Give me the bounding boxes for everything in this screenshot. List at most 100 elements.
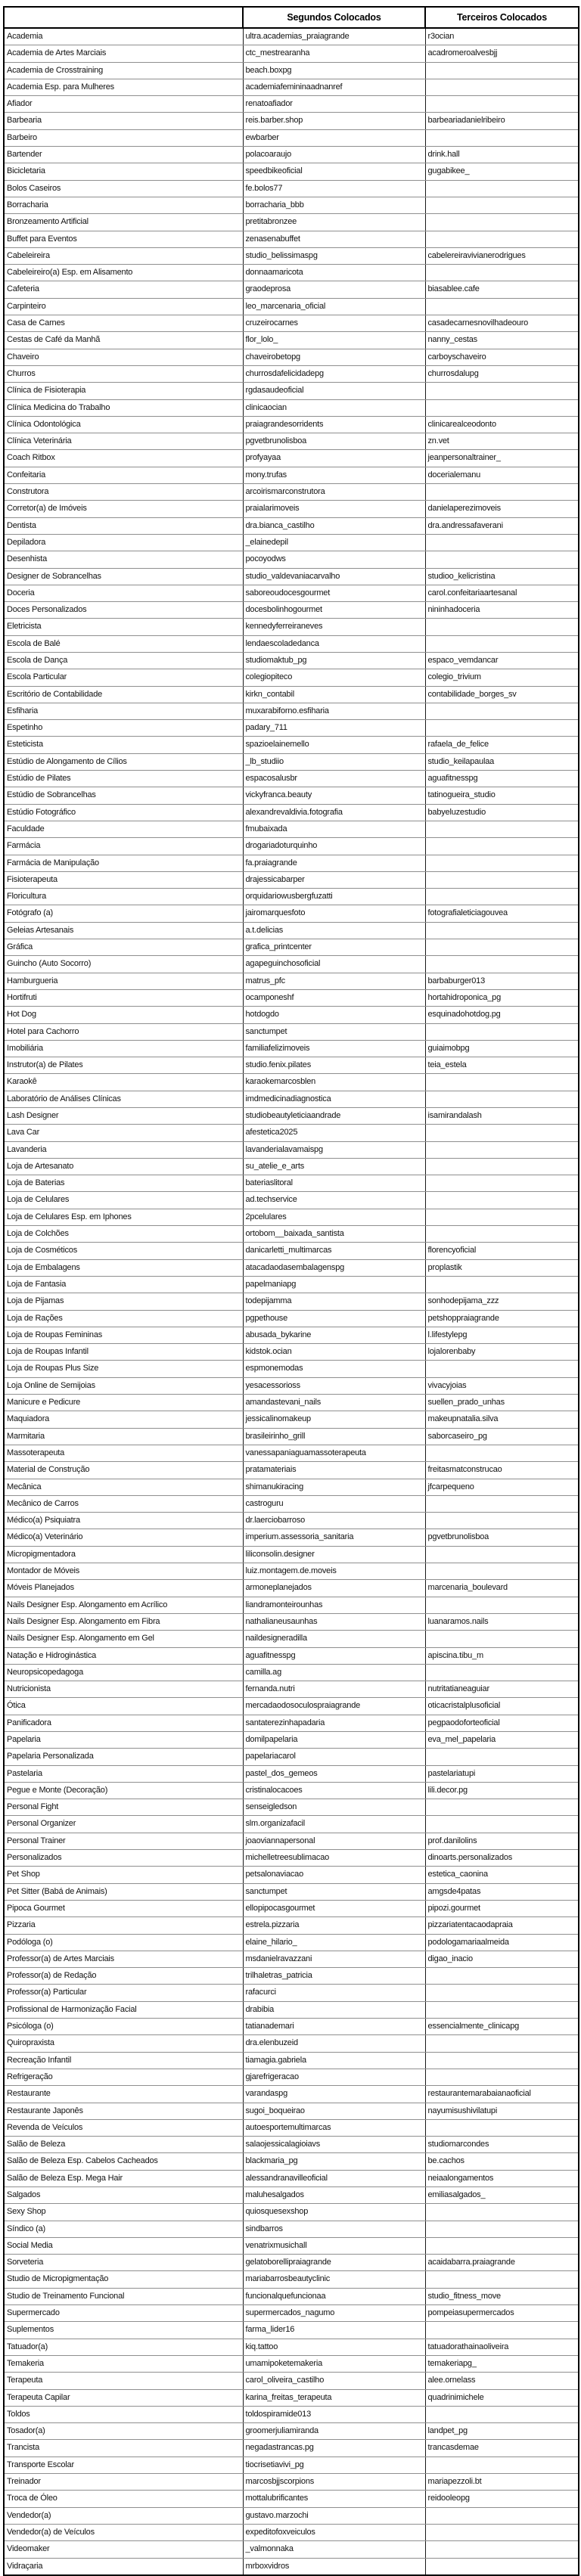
third-place-cell[interactable]	[424, 2118, 579, 2137]
category-cell[interactable]: Hortifruti	[3, 989, 244, 1007]
category-cell[interactable]: Treinador	[3, 2473, 244, 2491]
second-place-cell[interactable]: mony.trufas	[242, 466, 426, 485]
third-place-cell[interactable]: espaco_vemdancar	[424, 651, 579, 670]
third-place-cell[interactable]: nininhadoceria	[424, 601, 579, 619]
second-place-cell[interactable]: fmubaixada	[242, 820, 426, 839]
second-place-cell[interactable]: papelmaniapg	[242, 1275, 426, 1294]
third-place-cell[interactable]: vivacyjoias	[424, 1376, 579, 1395]
second-place-cell[interactable]: matrus_pfc	[242, 972, 426, 990]
category-cell[interactable]: Loja de Fantasia	[3, 1275, 244, 1294]
second-place-cell[interactable]: muxarabiforno.esfiharia	[242, 702, 426, 721]
second-place-cell[interactable]: ewbarber	[242, 129, 426, 147]
category-cell[interactable]: Terapeuta Capilar	[3, 2388, 244, 2407]
category-cell[interactable]: Móveis Planejados	[3, 1579, 244, 1597]
second-place-cell[interactable]: marcosbjjscorpions	[242, 2473, 426, 2491]
second-place-cell[interactable]: ocamponeshf	[242, 989, 426, 1007]
third-place-cell[interactable]	[424, 2220, 579, 2238]
second-place-cell[interactable]: drajessicabarper	[242, 871, 426, 889]
category-cell[interactable]: Podóloga (o)	[3, 1933, 244, 1951]
category-cell[interactable]: Bronzeamento Artificial	[3, 213, 244, 231]
second-place-cell[interactable]: rafacurci	[242, 1984, 426, 2002]
second-place-cell[interactable]: polacoaraujo	[242, 146, 426, 164]
third-place-cell[interactable]	[424, 1157, 579, 1176]
third-place-cell[interactable]	[424, 1512, 579, 1530]
third-place-cell[interactable]	[424, 551, 579, 569]
category-cell[interactable]: Loja de Colchões	[3, 1225, 244, 1243]
second-place-cell[interactable]: castroguru	[242, 1494, 426, 1513]
third-place-cell[interactable]	[424, 1967, 579, 1985]
second-place-cell[interactable]: quiosquesexshop	[242, 2203, 426, 2221]
second-place-cell[interactable]: academiafemininaadnanref	[242, 78, 426, 97]
third-place-cell[interactable]: emiliasalgados_	[424, 2186, 579, 2205]
second-place-cell[interactable]: trilhaletras_patricia	[242, 1967, 426, 1985]
second-place-cell[interactable]: pratamateriais	[242, 1461, 426, 1479]
second-place-cell[interactable]: expeditofoxveiculos	[242, 2523, 426, 2542]
category-cell[interactable]: Barbearia	[3, 112, 244, 130]
category-cell[interactable]: Eletricista	[3, 618, 244, 636]
third-place-cell[interactable]	[424, 1563, 579, 1581]
second-place-cell[interactable]: grafica_printcenter	[242, 939, 426, 957]
third-place-cell[interactable]	[424, 2523, 579, 2542]
second-place-cell[interactable]: slm.organizafacil	[242, 1815, 426, 1833]
third-place-cell[interactable]	[424, 78, 579, 97]
second-place-cell[interactable]: carol_oliveira_castilho	[242, 2372, 426, 2390]
second-place-cell[interactable]: ultra.academias_praiagrande	[242, 27, 426, 46]
second-place-cell[interactable]: _lb_studiio	[242, 753, 426, 771]
second-place-cell[interactable]: gelatoborellipraiagrande	[242, 2254, 426, 2272]
third-place-cell[interactable]	[424, 1208, 579, 1227]
category-cell[interactable]: Sexy Shop	[3, 2203, 244, 2221]
third-place-cell[interactable]	[424, 230, 579, 248]
third-place-cell[interactable]: clinicarealceodonto	[424, 415, 579, 434]
category-cell[interactable]: Depiladora	[3, 533, 244, 552]
third-place-cell[interactable]: guiaimobpg	[424, 1039, 579, 1058]
category-cell[interactable]: Vendedor(a) de Veículos	[3, 2523, 244, 2542]
second-place-cell[interactable]: rgdasaudeoficial	[242, 382, 426, 400]
third-place-cell[interactable]: marcenaria_boulevard	[424, 1579, 579, 1597]
third-place-cell[interactable]: studiomarcondes	[424, 2136, 579, 2154]
category-cell[interactable]: Churros	[3, 365, 244, 383]
second-place-cell[interactable]: bateriaslitoral	[242, 1175, 426, 1193]
third-place-cell[interactable]	[424, 399, 579, 417]
second-place-cell[interactable]: renatoafiador	[242, 95, 426, 113]
category-cell[interactable]: Designer de Sobrancelhas	[3, 567, 244, 585]
category-cell[interactable]: Pegue e Monte (Decoração)	[3, 1781, 244, 1800]
category-cell[interactable]: Farmácia de Manipulação	[3, 854, 244, 872]
third-place-cell[interactable]	[424, 1984, 579, 2002]
category-cell[interactable]: Mecânico de Carros	[3, 1494, 244, 1513]
second-place-cell[interactable]: brasileirinho_grill	[242, 1427, 426, 1445]
third-place-cell[interactable]	[424, 2051, 579, 2069]
category-cell[interactable]: Personal Fight	[3, 1799, 244, 1817]
third-place-cell[interactable]	[424, 2000, 579, 2019]
second-place-cell[interactable]: studio_valdevaniacarvalho	[242, 567, 426, 585]
category-cell[interactable]: Bartender	[3, 146, 244, 164]
category-cell[interactable]: Massoterapeuta	[3, 1444, 244, 1463]
second-place-cell[interactable]: todepijamma	[242, 1293, 426, 1311]
third-place-cell[interactable]: restaurantemarabaianaoficial	[424, 2085, 579, 2103]
second-place-cell[interactable]: alexandrevaldivia.fotografia	[242, 803, 426, 821]
third-place-cell[interactable]: lojalorenbaby	[424, 1343, 579, 1361]
third-place-cell[interactable]: studioo_kelicristina	[424, 567, 579, 585]
third-place-cell[interactable]: nutritatianeaguiar	[424, 1681, 579, 1699]
second-place-cell[interactable]: 2pcelulares	[242, 1208, 426, 1227]
third-place-cell[interactable]	[424, 61, 579, 79]
category-cell[interactable]: Temakeria	[3, 2354, 244, 2373]
second-place-cell[interactable]: shimanukiracing	[242, 1478, 426, 1496]
third-place-cell[interactable]: studio_fitness_move	[424, 2287, 579, 2306]
category-cell[interactable]: Studio de Treinamento Funcional	[3, 2287, 244, 2306]
category-cell[interactable]: Doceria	[3, 584, 244, 603]
category-cell[interactable]: Recreação Infantil	[3, 2051, 244, 2069]
category-cell[interactable]: Tatuador(a)	[3, 2338, 244, 2356]
third-place-cell[interactable]	[424, 2540, 579, 2559]
third-place-cell[interactable]	[424, 1444, 579, 1463]
third-place-cell[interactable]: esquinadohotdog.pg	[424, 1006, 579, 1024]
third-place-cell[interactable]	[424, 854, 579, 872]
second-place-cell[interactable]: flor_lolo_	[242, 331, 426, 349]
third-place-cell[interactable]: trancasdemae	[424, 2439, 579, 2457]
category-cell[interactable]: Carpinteiro	[3, 297, 244, 316]
category-cell[interactable]: Pipoca Gourmet	[3, 1899, 244, 1918]
third-place-cell[interactable]: amgsde4patas	[424, 1882, 579, 1901]
second-place-cell[interactable]: msdanielravazzani	[242, 1950, 426, 1969]
second-place-cell[interactable]: aguafitnesspg	[242, 1646, 426, 1665]
category-cell[interactable]: Academia de Crosstraining	[3, 61, 244, 79]
third-place-cell[interactable]: isamirandalash	[424, 1106, 579, 1125]
